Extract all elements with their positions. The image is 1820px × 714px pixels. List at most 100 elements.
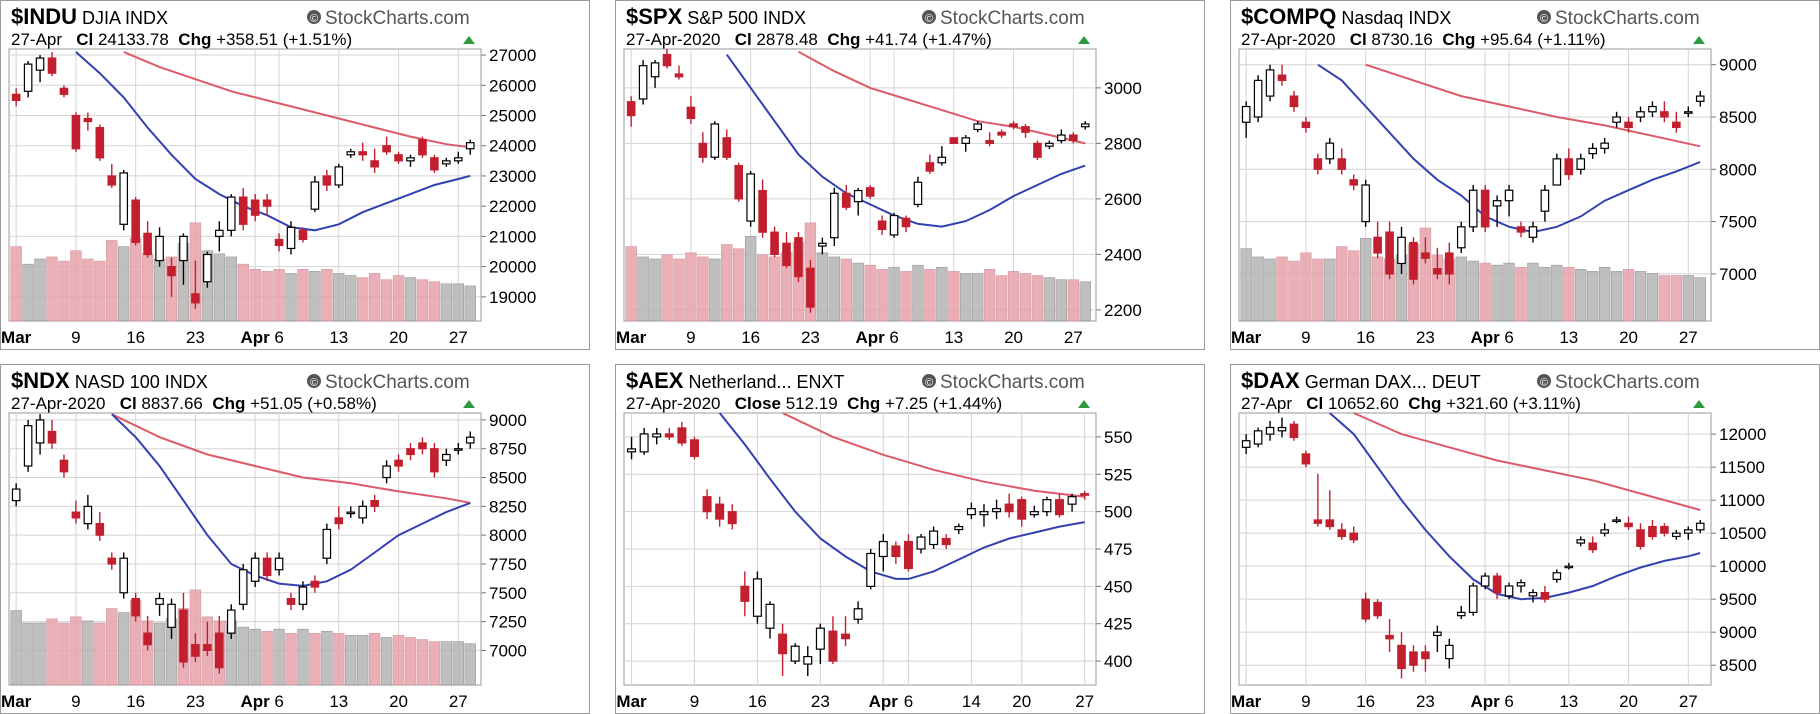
change-label: Chg (847, 394, 885, 413)
volume-bar (416, 639, 429, 686)
moving-average-long-line (798, 50, 1086, 145)
candle-body (370, 499, 379, 507)
volume-bar (380, 637, 393, 686)
volume-bar (34, 622, 46, 686)
candle-body (167, 266, 176, 277)
candle-body (1033, 142, 1042, 158)
y-tick-label: 22000 (489, 197, 536, 216)
volume-bar (153, 258, 166, 322)
chart-title-line: $DAX German DAX... DEUT (1241, 368, 1481, 393)
candle-body (262, 199, 272, 207)
candle-body (1313, 158, 1323, 170)
up-arrow-icon (463, 36, 475, 44)
candle-body (215, 229, 224, 237)
candle-body (992, 508, 1002, 513)
x-tick-label: Apr (1471, 328, 1501, 347)
candle-body (430, 448, 439, 473)
candle-body (310, 181, 320, 210)
date-label: 27-Apr-2020 (626, 30, 735, 49)
up-arrow-icon (1078, 400, 1090, 408)
volume-bar (273, 269, 285, 322)
volume-bar (333, 273, 345, 322)
candle-body (1480, 575, 1490, 587)
y-tick-label: 25000 (489, 106, 536, 125)
x-tick-label: 9 (71, 692, 80, 711)
x-tick-label: 20 (1619, 692, 1638, 711)
candle-body (740, 585, 750, 602)
candle-body (770, 231, 779, 255)
candle-body (1289, 95, 1299, 108)
y-tick-label: 2400 (1104, 245, 1142, 264)
candle-body (1301, 121, 1311, 129)
volume-bar (1575, 269, 1587, 322)
volume-bar (392, 275, 405, 322)
x-tick-label: 20 (389, 692, 408, 711)
x-tick-label: Mar (1231, 692, 1262, 711)
chart-panel-compq[interactable]: 7000 7500 8000 8500 9000 Mar 9 16 23 Apr 6 13 20 27 $C… (1230, 0, 1820, 350)
volume-bar (912, 264, 924, 322)
candle-body (23, 425, 33, 467)
candle-body (203, 253, 212, 283)
y-tick-label: 425 (1104, 615, 1132, 634)
volume-bar (1336, 246, 1348, 322)
volume-bar (685, 252, 697, 322)
candle-body (1683, 111, 1693, 114)
volume-bar (368, 633, 381, 686)
candle-body (961, 137, 971, 144)
candle-body (179, 235, 188, 262)
change-value: +7.25 (+1.44%) (885, 394, 1002, 413)
volume-bar (1043, 277, 1056, 322)
x-tick-label: 23 (1416, 328, 1435, 347)
candle-body (1337, 158, 1347, 170)
y-tick-label: 550 (1104, 428, 1132, 447)
candle-body (1277, 426, 1287, 432)
candle-body (638, 65, 648, 100)
chart-panel-dax[interactable]: 8500 9000 9500 10000 10500 11000 11500 12000 Mar… (1230, 364, 1820, 714)
y-tick-label: 27000 (489, 46, 536, 65)
volume-bar (70, 250, 82, 322)
chart-panel-aex[interactable]: 400 425 450 475 500 525 550 Mar 9 16 23 Apr 6 14 20 27 $… (615, 364, 1205, 714)
x-tick-label: 16 (126, 328, 145, 347)
x-tick-label: 6 (1504, 692, 1513, 711)
copyright-icon (1537, 374, 1551, 388)
x-tick-label: 14 (962, 692, 981, 711)
volume-bar (82, 258, 94, 322)
candle-body (1253, 430, 1263, 445)
candle-body (1080, 493, 1090, 496)
candle-body (1636, 529, 1645, 547)
candle-body (334, 166, 344, 186)
candle-body (1433, 268, 1442, 275)
candle-body (913, 181, 923, 206)
x-tick-label: 6 (904, 692, 913, 711)
volume-bar (625, 246, 637, 322)
y-tick-label: 8500 (489, 469, 527, 488)
up-arrow-icon (1693, 400, 1705, 408)
candle-body (715, 503, 725, 520)
volume-bar (46, 256, 58, 322)
candle-body (442, 160, 451, 165)
candle-body (734, 164, 744, 200)
y-tick-label: 2200 (1104, 301, 1142, 320)
candle-body (119, 557, 129, 594)
candle-body (191, 644, 200, 657)
candle-body (1516, 582, 1526, 587)
candle-body (71, 114, 81, 150)
chart-panel-indu[interactable]: 19000 20000 21000 22000 23000 24000 25000 26000… (0, 0, 590, 350)
chart-panel-spx[interactable]: 2200 2400 2600 2800 3000 Mar 9 16 23 Apr 6 13 20 27 $S… (615, 0, 1205, 350)
candle-body (1325, 519, 1335, 528)
candle-body (155, 597, 164, 605)
candle-body (1695, 522, 1705, 531)
candle-body (1528, 226, 1538, 238)
volume-bar (1491, 264, 1503, 322)
y-tick-label: 2600 (1104, 190, 1142, 209)
chart-panel-ndx[interactable]: 7000 7250 7500 7750 8000 8250 8500 8750 9000 Mar 9… (0, 364, 590, 714)
volume-bar (404, 277, 417, 322)
volume-bar (1479, 262, 1491, 322)
volume-bar (936, 266, 948, 322)
candle-body (310, 580, 320, 588)
candle-body (250, 557, 260, 582)
candle-body (778, 633, 788, 655)
candle-body (650, 62, 660, 78)
candle-body (394, 154, 403, 162)
volume-bar (733, 248, 745, 322)
